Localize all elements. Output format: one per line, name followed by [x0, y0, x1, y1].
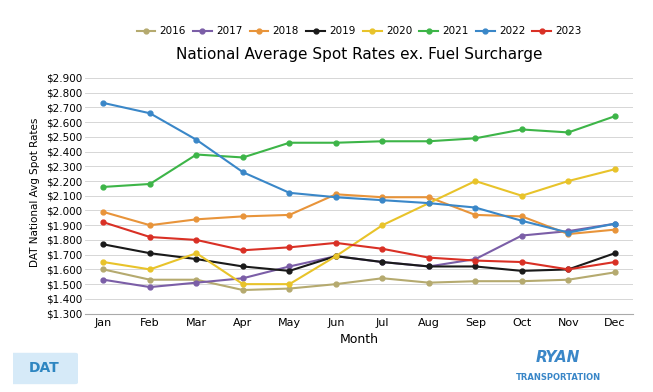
Title: National Average Spot Rates ex. Fuel Surcharge: National Average Spot Rates ex. Fuel Sur… — [176, 47, 543, 62]
Y-axis label: DAT National Avg Spot Rates: DAT National Avg Spot Rates — [30, 117, 40, 267]
FancyBboxPatch shape — [10, 353, 78, 384]
Text: TRANSPORTATION: TRANSPORTATION — [516, 373, 601, 382]
Text: DAT: DAT — [29, 361, 60, 376]
Legend: 2016, 2017, 2018, 2019, 2020, 2021, 2022, 2023: 2016, 2017, 2018, 2019, 2020, 2021, 2022… — [133, 22, 586, 41]
Text: RYAN: RYAN — [536, 350, 581, 365]
X-axis label: Month: Month — [340, 333, 379, 346]
